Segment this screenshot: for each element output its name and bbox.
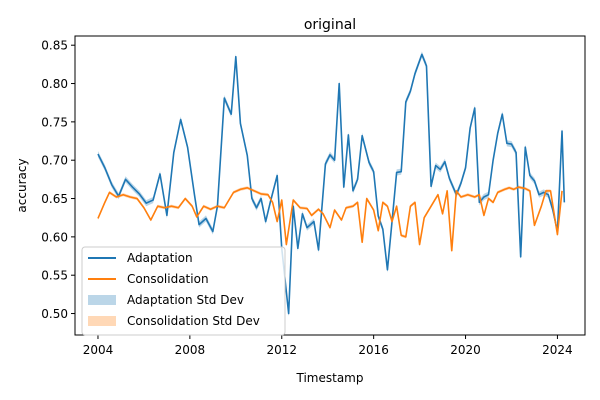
legend-adaptation-std-label: Adaptation Std Dev (127, 293, 244, 307)
x-axis-label: Timestamp (296, 371, 364, 385)
series-lines (97, 53, 566, 315)
y-tick-label: 0.55 (41, 269, 68, 283)
y-tick-label: 0.60 (41, 230, 68, 244)
series-line-consolidation (97, 186, 563, 252)
plot-frame (74, 35, 586, 336)
y-tick-label: 0.75 (41, 115, 68, 129)
legend-box (81, 246, 286, 336)
legend-consolidation-std-swatch (88, 316, 116, 326)
y-axis: 0.50 0.55 0.60 0.65 0.70 0.75 0.80 0.85 (41, 39, 75, 321)
y-tick-label: 0.85 (41, 39, 68, 53)
x-tick-label: 2016 (358, 343, 389, 357)
x-tick-label: 2024 (542, 343, 573, 357)
y-tick-label: 0.70 (41, 154, 68, 168)
x-tick-label: 2020 (450, 343, 481, 357)
legend-consolidation-std-label: Consolidation Std Dev (127, 314, 260, 328)
legend-consolidation-label: Consolidation (127, 272, 209, 286)
series-line-adaptation (97, 53, 566, 315)
x-tick-label: 2004 (83, 343, 114, 357)
y-tick-label: 0.65 (41, 192, 68, 206)
chart-title: original (304, 17, 356, 33)
legend-adaptation-label: Adaptation (127, 251, 193, 265)
y-axis-label: accuracy (15, 158, 29, 212)
x-axis: 2004 2008 2012 2016 2020 2024 (83, 335, 573, 357)
x-tick-label: 2012 (266, 343, 297, 357)
x-tick-label: 2008 (175, 343, 206, 357)
y-tick-label: 0.80 (41, 77, 68, 91)
legend: Adaptation Consolidation Adaptation Std … (81, 246, 286, 336)
y-tick-label: 0.50 (41, 307, 68, 321)
legend-adaptation-std-swatch (88, 295, 116, 305)
